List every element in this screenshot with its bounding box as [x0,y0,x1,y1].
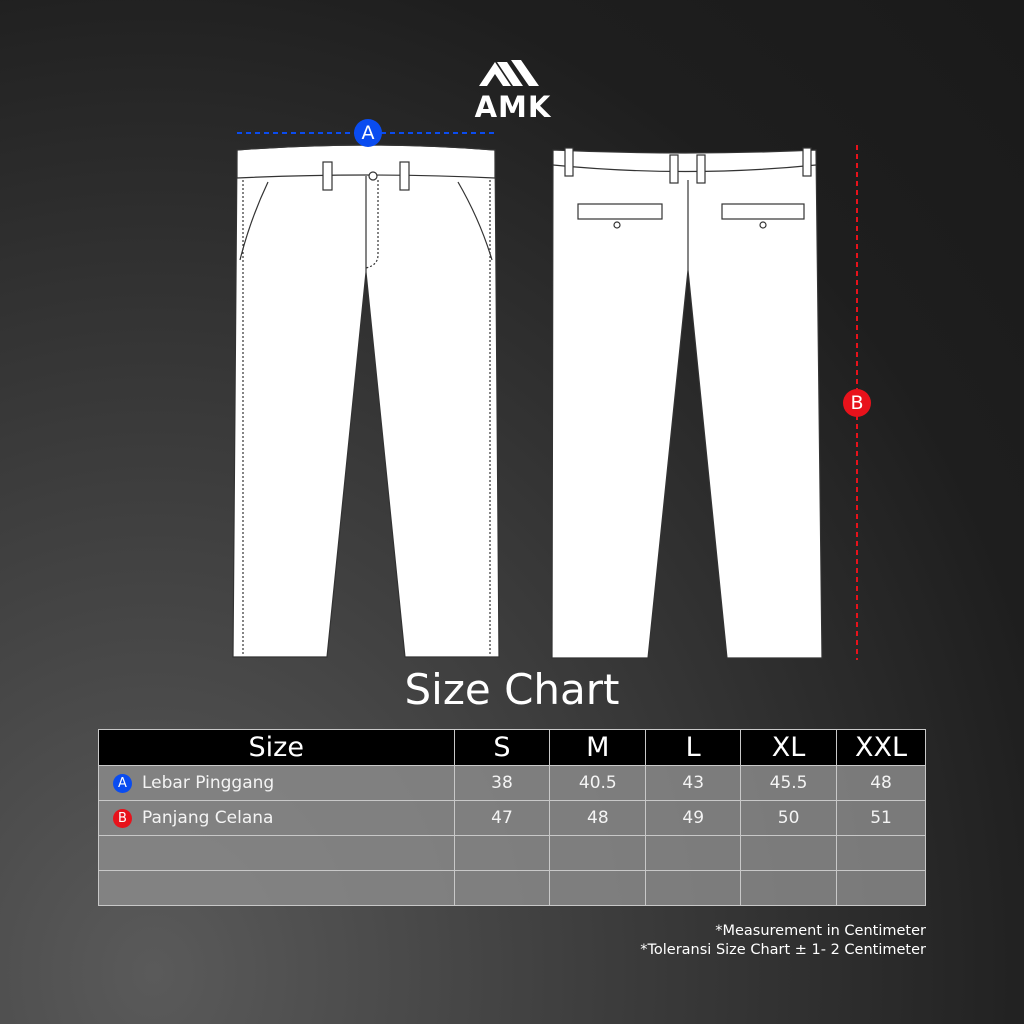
marker-b: B [843,389,871,417]
table-row-empty [98,870,926,906]
mountain-logo-icon [479,60,539,86]
header-cell: M [549,729,647,766]
cell: 38 [453,765,551,801]
cell: 49 [645,800,742,836]
row-label: B Panjang Celana [98,800,455,836]
header-cell: Size [98,729,455,766]
header-cell: XXL [836,729,926,766]
cell: 51 [836,800,926,836]
cell: 40.5 [549,765,647,801]
cell [549,835,647,871]
header-cell: L [645,729,742,766]
cell: 50 [740,800,838,836]
cell [740,835,838,871]
cell: 47 [453,800,551,836]
page-title: Size Chart [404,665,620,714]
cell [836,870,926,906]
cell [645,835,742,871]
row-label-text: Panjang Celana [142,808,274,828]
row-label-text: Lebar Pinggang [142,773,275,793]
note-measurement: *Measurement in Centimeter [715,923,926,939]
cell: 43 [645,765,742,801]
cell: 45.5 [740,765,838,801]
cell [645,870,742,906]
badge-b: B [113,809,132,828]
note-tolerance: *Toleransi Size Chart ± 1- 2 Centimeter [640,942,926,958]
table-row: A Lebar Pinggang 38 40.5 43 45.5 48 [98,765,926,801]
table-row: B Panjang Celana 47 48 49 50 51 [98,800,926,836]
row-label: A Lebar Pinggang [98,765,455,801]
pants-back [551,149,823,659]
badge-a: A [113,774,132,793]
cell [549,870,647,906]
table-row-empty [98,835,926,871]
marker-a: A [354,119,382,147]
brand-name: AMK [474,90,552,124]
cell [453,870,551,906]
cell: 48 [836,765,926,801]
cell: 48 [549,800,647,836]
header-cell: S [453,729,551,766]
size-table: Size S M L XL XXL A Lebar Pinggang 38 40.… [98,729,926,906]
footnotes: *Measurement in Centimeter *Toleransi Si… [640,922,926,960]
header-cell: XL [740,729,838,766]
cell [740,870,838,906]
cell [98,835,455,871]
cell [98,870,455,906]
cell [453,835,551,871]
cell [836,835,926,871]
brand-logo: AMK [468,58,558,122]
table-header-row: Size S M L XL XXL [98,729,926,766]
pants-illustration [232,132,858,660]
